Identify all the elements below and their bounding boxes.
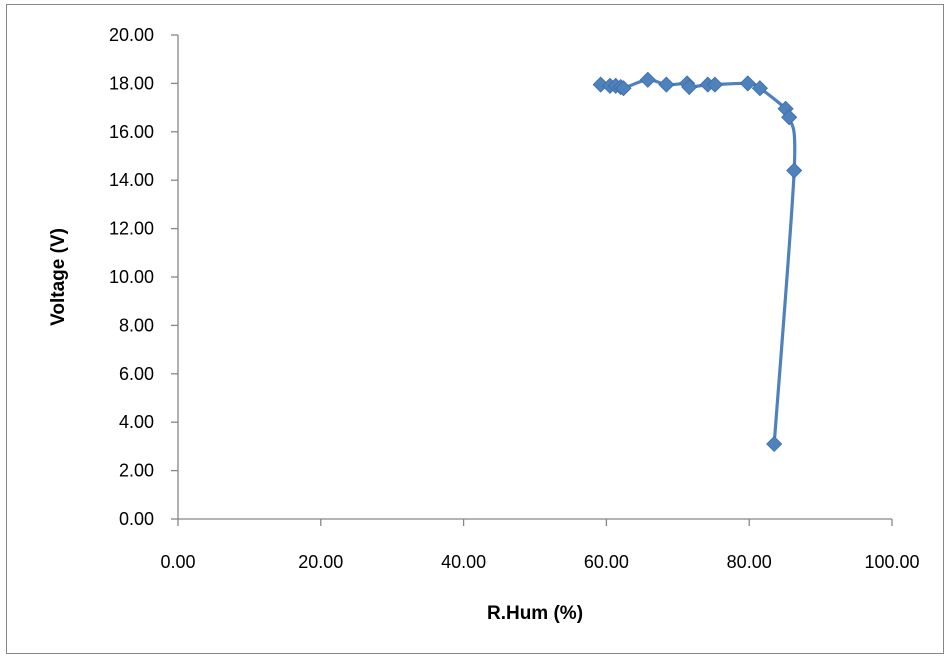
data-point-marker (639, 71, 656, 88)
data-point-marker (766, 435, 783, 453)
y-tick-label: 6.00 (119, 364, 154, 384)
y-tick-label: 18.00 (109, 73, 154, 93)
series-line (599, 78, 797, 446)
y-tick-label: 10.00 (109, 267, 154, 287)
series-layer (592, 71, 803, 453)
y-tick-label: 8.00 (119, 315, 154, 335)
y-tick-label: 2.00 (119, 461, 154, 481)
x-tick-label: 80.00 (727, 552, 772, 572)
data-point-marker (786, 162, 803, 179)
x-tick-label: 100.00 (864, 552, 919, 572)
data-point-marker (658, 76, 675, 93)
x-tick-label: 60.00 (584, 552, 629, 572)
y-tick-label: 4.00 (119, 412, 154, 432)
y-tick-label: 16.00 (109, 122, 154, 142)
data-point-marker (706, 76, 723, 93)
y-tick-label: 14.00 (109, 170, 154, 190)
x-tick-label: 0.00 (160, 552, 195, 572)
x-tick-label: 20.00 (298, 552, 343, 572)
x-tick-label: 40.00 (441, 552, 486, 572)
x-ticks: 0.00 20.00 40.00 60.00 80.00 100.00 (160, 519, 920, 572)
data-point-marker (751, 80, 768, 97)
data-point-marker (739, 75, 756, 92)
data-point-marker (681, 78, 698, 96)
data-point-marker (615, 80, 632, 97)
y-tick-label: 20.00 (109, 25, 154, 45)
y-ticks: 0.00 2.00 4.00 6.00 8.00 10.00 12.00 14.00 16.00… (109, 25, 178, 529)
y-tick-label: 12.00 (109, 219, 154, 239)
y-axis-title: Voltage (V) (48, 228, 69, 326)
x-axis-title: R.Hum (%) (487, 603, 583, 624)
y-tick-label: 0.00 (119, 509, 154, 529)
data-point-marker (781, 109, 798, 126)
axes: 0.00 20.00 40.00 60.00 80.00 100.00 0.00 2.00 4… (109, 25, 920, 572)
